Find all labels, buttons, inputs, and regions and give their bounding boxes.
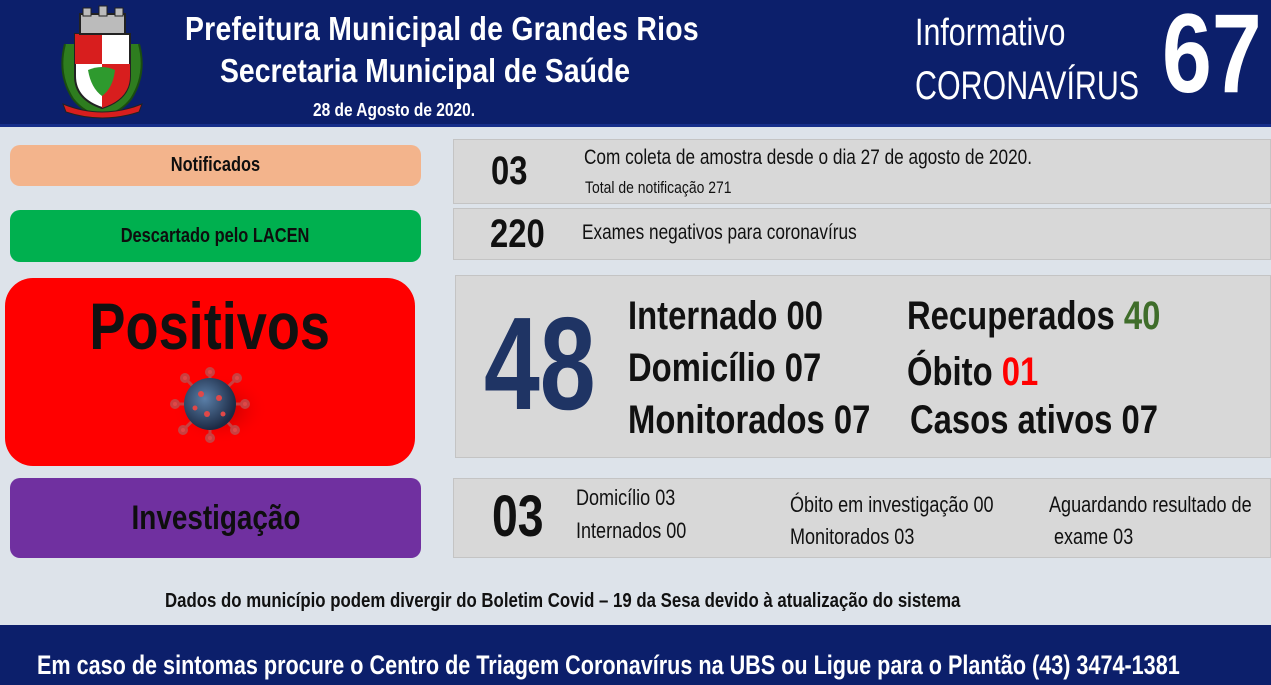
investigation-awaiting-line2: exame 03 xyxy=(1054,524,1134,549)
positive-recovered: Recuperados 40 xyxy=(907,294,1160,339)
secretariat-title: Secretaria Municipal de Saúde xyxy=(220,52,631,89)
informativo-label: Informativo xyxy=(915,12,1066,54)
notified-category-label: Notificados xyxy=(170,154,261,176)
investigation-hospitalized: Internados 00 xyxy=(576,518,687,543)
positive-home: Domicílio 07 xyxy=(628,346,822,390)
positive-category: Positivos xyxy=(5,278,415,466)
discarded-count: 220 xyxy=(490,212,545,256)
positive-active: Casos ativos 07 xyxy=(910,398,1158,442)
investigation-death: Óbito em investigação 00 xyxy=(790,492,994,517)
deaths-value: 01 xyxy=(1001,350,1039,394)
positive-total: 48 xyxy=(484,290,596,437)
investigation-monitored: Monitorados 03 xyxy=(790,524,915,549)
footer-contact: Em caso de sintomas procure o Centro de … xyxy=(37,650,1180,680)
bulletin-number: 67 xyxy=(1162,0,1262,116)
positive-deaths: Óbito 01 xyxy=(907,350,1038,395)
notified-category: Notificados xyxy=(10,145,421,186)
coronavirus-label: CORONAVÍRUS xyxy=(915,64,1140,108)
positive-hospitalized: Internado 00 xyxy=(628,294,824,338)
investigation-category-label: Investigação xyxy=(131,498,300,537)
investigation-awaiting-line1: Aguardando resultado de xyxy=(1049,492,1252,517)
recovered-value: 40 xyxy=(1123,294,1161,338)
investigation-category: Investigação xyxy=(10,478,421,558)
notified-count: 03 xyxy=(491,149,528,193)
positive-panel xyxy=(455,275,1271,458)
discarded-panel xyxy=(453,208,1271,260)
positive-category-label: Positivos xyxy=(89,289,331,363)
footer-banner xyxy=(0,625,1271,685)
report-date: 28 de Agosto de 2020. xyxy=(313,100,476,120)
header-banner xyxy=(0,0,1271,127)
notified-panel xyxy=(453,139,1271,204)
discarded-description: Exames negativos para coronavírus xyxy=(582,221,857,244)
notified-total: Total de notificação 271 xyxy=(585,178,732,197)
positive-monitored: Monitorados 07 xyxy=(628,398,871,442)
coronavirus-icon xyxy=(170,367,265,444)
investigation-count: 03 xyxy=(492,484,544,549)
recovered-label: Recuperados xyxy=(907,294,1115,338)
investigation-panel xyxy=(453,478,1271,558)
notified-description: Com coleta de amostra desde o dia 27 de … xyxy=(584,146,1033,169)
deaths-label: Óbito xyxy=(907,350,993,394)
discarded-category: Descartado pelo LACEN xyxy=(10,210,421,262)
municipal-coat-of-arms-icon xyxy=(61,5,143,119)
investigation-home: Domicílio 03 xyxy=(576,485,676,510)
discarded-category-label: Descartado pelo LACEN xyxy=(121,224,310,247)
municipality-title: Prefeitura Municipal de Grandes Rios xyxy=(185,10,699,47)
data-disclaimer: Dados do município podem divergir do Bol… xyxy=(165,590,961,612)
